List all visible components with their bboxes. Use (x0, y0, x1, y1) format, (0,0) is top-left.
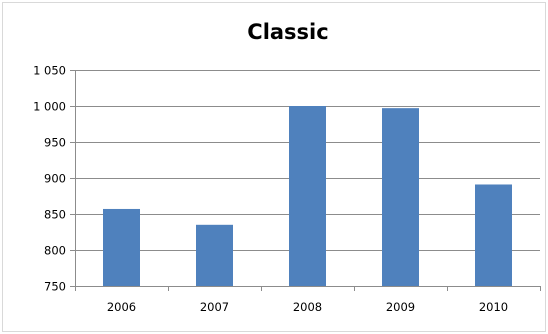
bar-2008 (289, 106, 326, 286)
xtick-label-2006: 2006 (107, 300, 136, 314)
ytick-label-950: 950 (44, 136, 66, 150)
bar-2009 (382, 108, 419, 286)
ytick-label-1000: 1 000 (33, 100, 66, 114)
ytick-label-850: 850 (44, 208, 66, 222)
bar-2010 (475, 184, 512, 286)
chart-title: Classic (247, 20, 329, 44)
ytick-label-750: 750 (44, 280, 66, 294)
ytick-label-800: 800 (44, 244, 66, 258)
ytick-label-900: 900 (44, 172, 66, 186)
tick-labels: 750 800 850 900 950 1 000 1 050 2006 2007 2008 200… (33, 64, 508, 315)
xtick-label-2007: 2007 (200, 300, 229, 314)
xtick-label-2008: 2008 (293, 300, 322, 314)
bars (103, 106, 512, 286)
xtick-label-2009: 2009 (386, 300, 415, 314)
axes (70, 70, 541, 291)
ytick-label-1050: 1 050 (33, 64, 66, 78)
bar-2007 (196, 224, 233, 286)
xtick-label-2010: 2010 (479, 300, 508, 314)
bar-2006 (103, 208, 140, 286)
